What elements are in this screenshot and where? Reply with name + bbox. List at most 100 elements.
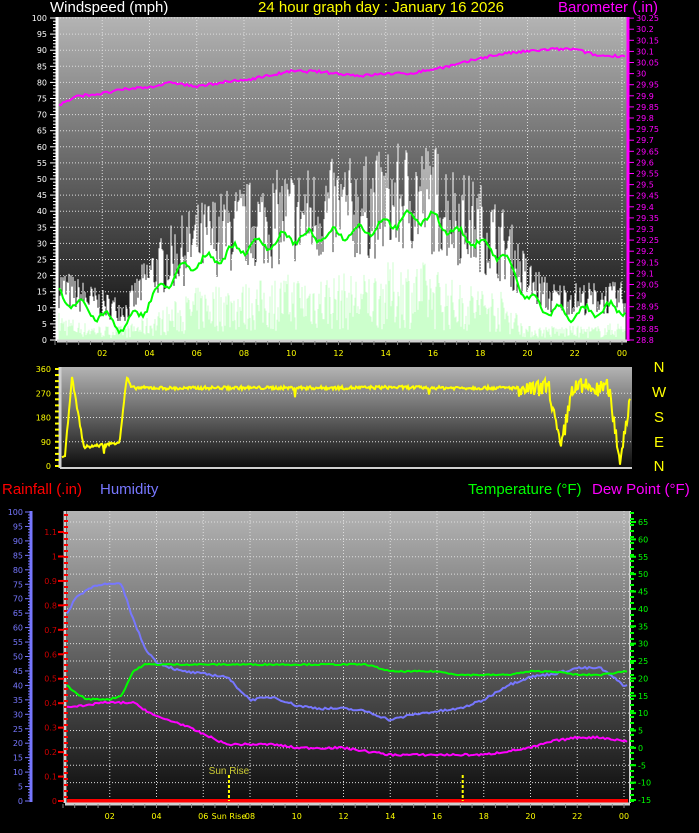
temperature-tick-label: 20 bbox=[638, 674, 648, 683]
y2-tick-label: 29.7 bbox=[636, 136, 654, 145]
y-tick-label: 180 bbox=[36, 414, 51, 423]
x-tick-label: 18 bbox=[475, 349, 485, 358]
windspeed-time-axis: 02 04 06 08 10 12 14 16 18 20 22 00 bbox=[54, 339, 627, 358]
temperature-time-axis: 02 04 06 08 10 12 14 16 18 20 22 00 Sun Rise bbox=[62, 802, 630, 821]
rainfall-tick-label: 0 bbox=[52, 797, 57, 806]
temperature-tick-label: 45 bbox=[638, 588, 648, 597]
y-tick-label: 20 bbox=[37, 272, 47, 281]
y-tick-label: 30 bbox=[37, 239, 47, 248]
temperature-tick-label: 5 bbox=[638, 727, 643, 736]
humidity-tick-label: 70 bbox=[13, 595, 23, 604]
humidity-tick-label: 60 bbox=[13, 624, 23, 633]
humidity-tick-label: 10 bbox=[13, 768, 23, 777]
barometer-series bbox=[58, 46, 626, 107]
humidity-tick-label: 100 bbox=[8, 508, 23, 517]
temperature-tick-label: 15 bbox=[638, 692, 648, 701]
y-tick-label: 60 bbox=[37, 143, 47, 152]
y-tick-label: 45 bbox=[37, 191, 47, 200]
x-tick-label: 08 bbox=[245, 812, 255, 821]
y2-tick-label: 29.65 bbox=[636, 147, 659, 156]
humidity-tick-label: 0 bbox=[18, 797, 23, 806]
x-tick-label: 10 bbox=[286, 349, 296, 358]
x-tick-label: 14 bbox=[385, 812, 395, 821]
barometer-axis: 28.8 28.85 28.9 28.95 29 29.05 29.1 29.15 29.2 29… bbox=[626, 14, 659, 345]
humidity-tick-label: 95 bbox=[13, 522, 23, 531]
barometer-title: Barometer (.in) bbox=[558, 0, 659, 16]
temperature-tick-label: 35 bbox=[638, 622, 648, 631]
y2-tick-label: 29.9 bbox=[636, 92, 654, 101]
y2-tick-label: 29.35 bbox=[636, 214, 659, 223]
y-tick-label: 90 bbox=[37, 46, 47, 55]
temperature-title: Temperature (°F) bbox=[468, 481, 582, 498]
x-tick-label: 20 bbox=[525, 812, 535, 821]
wind-direction-chart: 0 90 180 270 360 bbox=[36, 365, 632, 471]
y-tick-label: 360 bbox=[36, 365, 51, 374]
y-tick-label: 90 bbox=[41, 438, 51, 447]
y-tick-label: 15 bbox=[37, 288, 47, 297]
humidity-tick-label: 75 bbox=[13, 580, 23, 589]
y2-tick-label: 30.05 bbox=[636, 59, 659, 68]
temperature-humidity-chart: 0510152025303540455055606570758085909510… bbox=[8, 508, 651, 821]
y2-tick-label: 30.2 bbox=[636, 25, 654, 34]
rainfall-tick-label: 0.5 bbox=[44, 675, 57, 684]
x-tick-label: 10 bbox=[292, 812, 302, 821]
rainfall-axis: 0 0.1 0.2 0.3 0.4 0.5 0.6 0.7 0.8 0.9 1 1.1 bbox=[44, 511, 68, 806]
y2-tick-label: 29.45 bbox=[636, 192, 659, 201]
x-tick-label: 12 bbox=[333, 349, 343, 358]
y2-tick-label: 29 bbox=[636, 292, 646, 301]
y-tick-label: 270 bbox=[36, 389, 51, 398]
y2-tick-label: 29.1 bbox=[636, 269, 654, 278]
dewpoint-title: Dew Point (°F) bbox=[592, 481, 690, 498]
windspeed-title: Windspeed (mph) bbox=[50, 0, 169, 16]
humidity-tick-label: 15 bbox=[13, 754, 23, 763]
y2-tick-label: 30.25 bbox=[636, 14, 659, 23]
y2-tick-label: 29.05 bbox=[636, 281, 659, 290]
x-tick-label: 00 bbox=[617, 349, 627, 358]
y2-tick-label: 29.85 bbox=[636, 103, 659, 112]
y2-tick-label: 30.1 bbox=[636, 47, 654, 56]
chart-date-title: 24 hour graph day : January 16 2026 bbox=[258, 0, 505, 16]
wind-speed-series bbox=[58, 262, 626, 340]
temperature-tick-label: -10 bbox=[638, 779, 651, 788]
y2-tick-label: 29.8 bbox=[636, 114, 654, 123]
humidity-tick-label: 30 bbox=[13, 710, 23, 719]
y-tick-label: 50 bbox=[37, 175, 47, 184]
y2-tick-label: 29.95 bbox=[636, 81, 659, 90]
rainfall-tick-label: 0.3 bbox=[44, 724, 57, 733]
x-tick-label: 12 bbox=[338, 812, 348, 821]
y2-tick-label: 29.3 bbox=[636, 225, 654, 234]
humidity-title: Humidity bbox=[100, 481, 159, 498]
y-tick-label: 80 bbox=[37, 78, 47, 87]
windspeed-barometer-chart: 0 5 10 15 20 25 30 35 40 45 50 55 60 65 70 75 80 85 90 95 10… bbox=[32, 14, 659, 358]
x-tick-label: 02 bbox=[97, 349, 107, 358]
humidity-tick-label: 45 bbox=[13, 667, 23, 676]
y-tick-label: 70 bbox=[37, 111, 47, 120]
rainfall-tick-label: 0.2 bbox=[44, 748, 57, 757]
rainfall-tick-label: 0.9 bbox=[44, 577, 57, 586]
direction-grid bbox=[60, 392, 632, 443]
y-tick-label: 95 bbox=[37, 30, 47, 39]
humidity-tick-label: 20 bbox=[13, 739, 23, 748]
humidity-tick-label: 80 bbox=[13, 566, 23, 575]
humidity-tick-label: 55 bbox=[13, 638, 23, 647]
y-tick-label: 65 bbox=[37, 127, 47, 136]
temperature-axis: -15 -10 -5 0 5 10 15 20 25 30 35 40 45 50 55 60 65 bbox=[629, 511, 651, 805]
rainfall-tick-label: 0.8 bbox=[44, 601, 57, 610]
direction-axis: 0 90 180 270 360 bbox=[36, 365, 632, 471]
direction-series bbox=[61, 375, 631, 465]
compass-label-w: W bbox=[652, 384, 667, 401]
compass-label-n-bottom: N bbox=[653, 458, 665, 475]
y-tick-label: 35 bbox=[37, 223, 47, 232]
y-tick-label: 75 bbox=[37, 95, 47, 104]
rainfall-title: Rainfall (.in) bbox=[2, 481, 83, 498]
x-tick-label: 06 bbox=[198, 812, 208, 821]
temperature-tick-label: 65 bbox=[638, 518, 648, 527]
x-tick-label: 16 bbox=[428, 349, 438, 358]
humidity-tick-label: 35 bbox=[13, 696, 23, 705]
y2-tick-label: 29.6 bbox=[636, 158, 654, 167]
temperature-tick-label: 0 bbox=[638, 744, 643, 753]
direction-series bbox=[61, 375, 631, 465]
y2-tick-label: 28.9 bbox=[636, 314, 654, 323]
y-tick-label: 0 bbox=[42, 336, 47, 345]
temperature-tick-label: 10 bbox=[638, 709, 648, 718]
